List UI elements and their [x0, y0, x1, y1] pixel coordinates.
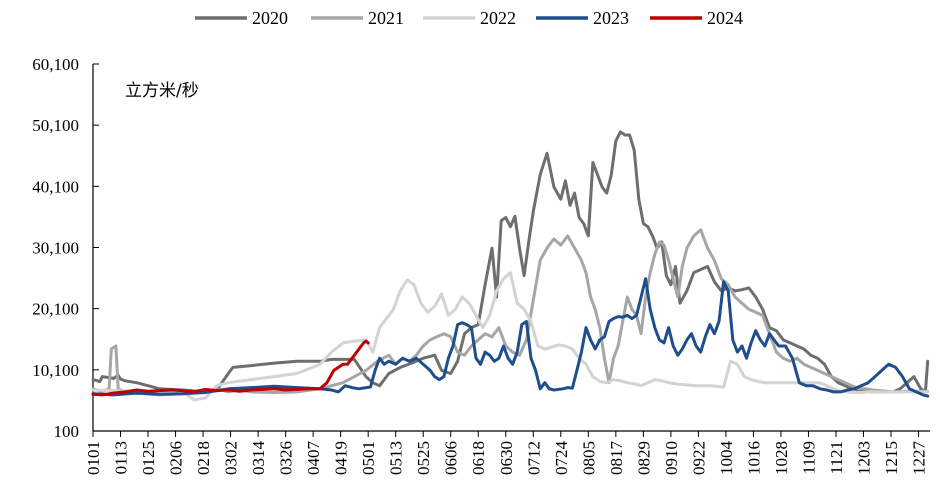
legend-label-2021: 2021 [368, 8, 404, 28]
legend-label-2024: 2024 [707, 8, 743, 28]
x-tick-label: 0501 [359, 441, 378, 475]
series-layer [91, 130, 930, 402]
x-tick-label: 1004 [717, 441, 736, 476]
y-tick-label: 40,100 [32, 177, 79, 196]
x-tick-label: 0724 [552, 441, 571, 476]
x-tick-label: 0712 [524, 441, 543, 475]
y-axis-unit-label: 立方米/秒 [125, 81, 199, 101]
x-tick-label: 1028 [772, 441, 791, 475]
y-tick-label: 50,100 [32, 116, 79, 135]
series-line-2021 [91, 228, 930, 397]
x-tick-label: 0910 [662, 441, 681, 475]
y-tick-label: 60,100 [32, 55, 79, 74]
x-tick-label: 0326 [277, 441, 296, 475]
y-axis: 100 10,100 20,100 30,100 40,100 50,100 60,100 [32, 55, 99, 441]
x-tick-label: 0206 [167, 441, 186, 475]
x-tick-label: 1121 [827, 441, 846, 474]
x-tick-label: 0218 [194, 441, 213, 475]
y-tick-label: 10,100 [32, 361, 79, 380]
x-tick-label: 0606 [442, 441, 461, 475]
series-line-2023 [91, 277, 930, 398]
x-tick-label: 1203 [854, 441, 873, 475]
x-tick-label: 0314 [249, 441, 268, 476]
x-tick-label: 0513 [387, 441, 406, 475]
x-tick-label: 1227 [910, 441, 929, 476]
x-tick-label: 0113 [112, 441, 131, 474]
series-line-2024 [91, 339, 370, 397]
legend: 2020 2021 2022 2023 2024 [195, 8, 743, 28]
y-tick-label: 100 [54, 422, 80, 441]
x-axis: 0101 0113 0125 0206 0218 0302 0314 0326 0407 0419… [84, 430, 930, 476]
x-tick-label: 0101 [84, 441, 103, 475]
x-tick-label: 0829 [634, 441, 653, 475]
x-tick-label: 1109 [799, 441, 818, 474]
series-line-2022 [91, 271, 930, 402]
legend-label-2022: 2022 [480, 8, 516, 28]
series-line-2020 [91, 130, 930, 394]
y-tick-label: 30,100 [32, 239, 79, 258]
x-tick-label: 0805 [579, 441, 598, 475]
x-tick-label: 0125 [139, 441, 158, 475]
legend-label-2023: 2023 [593, 8, 629, 28]
x-tick-label: 0817 [607, 441, 626, 476]
x-tick-label: 0630 [497, 441, 516, 475]
x-tick-label: 0419 [332, 441, 351, 475]
y-tick-label: 20,100 [32, 300, 79, 319]
x-tick-label: 0407 [304, 441, 323, 476]
x-tick-label: 1215 [882, 441, 901, 475]
legend-label-2020: 2020 [252, 8, 288, 28]
x-tick-label: 0618 [469, 441, 488, 475]
x-tick-label: 0922 [689, 441, 708, 475]
x-tick-label: 0525 [414, 441, 433, 475]
x-tick-label: 0302 [222, 441, 241, 475]
x-tick-label: 1016 [744, 441, 763, 475]
